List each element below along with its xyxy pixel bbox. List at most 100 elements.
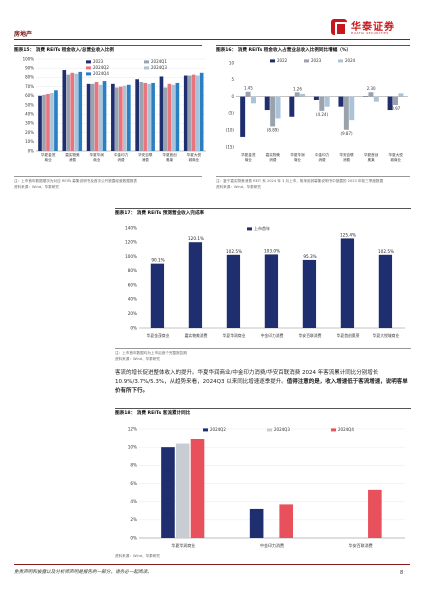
- fig16-bar: [324, 96, 330, 107]
- fig15-bar: [163, 87, 168, 151]
- fig17-bar: [340, 238, 355, 328]
- fig16-bar: [373, 96, 379, 102]
- fig18-category-label: 华安百联消费: [349, 542, 373, 548]
- fig18-bar: [175, 443, 190, 538]
- fig15-bar: [94, 82, 99, 151]
- fig16-bar: [275, 96, 281, 119]
- fig16-bar: [319, 96, 325, 111]
- fig15-bar: [187, 75, 192, 151]
- fig15-legend-swatch: [86, 60, 91, 64]
- fig15-category-label: 商业: [45, 157, 53, 162]
- fig18-ytick-label: 6%: [130, 481, 137, 486]
- fig18-bar: [279, 504, 293, 538]
- footer-rule: [14, 564, 410, 565]
- fig18-ytick-label: 8%: [130, 463, 137, 468]
- fig15-ytick-label: 40%: [25, 112, 34, 117]
- fig17-bar: [302, 259, 317, 328]
- fig16-svg: (15)(10)(5)0510华夏金茂商业嘉实物美消费华夏华润商业中金印力消费华…: [226, 58, 408, 162]
- fig15-bar: [90, 83, 95, 151]
- fig15-bar: [66, 74, 71, 151]
- fig18-bar: [368, 489, 382, 538]
- fig17-category-label: 华安百联消费: [299, 333, 322, 338]
- fig16-category-label: 商业: [245, 157, 253, 162]
- fig17-svg: 0% 20% 40% 60% 80% 100% 120% 140% 华夏金茂商业 嘉实物美消费 华夏…: [125, 225, 405, 338]
- fig15-bar: [175, 82, 180, 151]
- fig15-category-label: 消费: [142, 157, 150, 162]
- fig16-ytick-label: (15): [226, 144, 235, 149]
- fig17-ytick-label: 20%: [128, 311, 137, 316]
- fig17-data-label: 102.5%: [226, 249, 242, 254]
- section-tag: 房地产: [14, 31, 33, 38]
- fig18-top-rule: [115, 408, 411, 409]
- fig17-ytick-label: 40%: [128, 297, 137, 302]
- fig17-title: 图表17： 消费 REITs 预测营业收入完成率: [115, 211, 205, 216]
- fig16-bar: [245, 91, 251, 97]
- fig17-legend-swatch: [247, 227, 252, 231]
- fig15-ytick-label: 50%: [25, 102, 34, 107]
- fig18-ytick-label: 10%: [128, 444, 137, 449]
- footer-disclaimer: 免责声明和披露以及分析师声明是报告的一部分，请务必一起阅读。: [14, 570, 152, 575]
- fig17-ytick-label: 140%: [125, 225, 137, 230]
- fig18-legend-swatch: [331, 428, 336, 432]
- fig15-bar: [143, 82, 147, 151]
- fig16-legend-swatch: [338, 59, 343, 63]
- fig16-category-label: 商业: [294, 157, 302, 162]
- fig16-bar: [387, 96, 393, 111]
- fig15-bar: [171, 84, 176, 151]
- fig15-bar: [46, 93, 50, 151]
- fig18-ytick-label: 2%: [130, 517, 137, 522]
- fig15-category-label: 嘉实物美: [65, 152, 80, 157]
- fig18-legend-swatch: [267, 428, 272, 432]
- fig15-bottom-rule: [14, 176, 202, 177]
- fig15-legend-label: 2024Q3: [151, 65, 167, 70]
- fig16-category-label: 华夏首创: [364, 152, 379, 157]
- fig15-bar: [183, 75, 188, 151]
- fig18-ytick-label: 0%: [130, 535, 137, 540]
- fig15-bar: [115, 87, 119, 151]
- fig17-ytick-label: 0%: [130, 325, 137, 330]
- fig17-data-label: 125.4%: [340, 232, 356, 237]
- fig15-top-rule: [14, 45, 202, 46]
- fig15-ytick-label: 30%: [25, 121, 34, 126]
- fig16-category-label: 华夏金茂: [241, 152, 256, 157]
- fig15-legend-swatch: [144, 60, 149, 64]
- fig15-ytick-label: 100%: [23, 56, 35, 61]
- fig17-ytick-label: 80%: [128, 268, 137, 273]
- fig16-data-label: 1.26: [293, 86, 302, 91]
- fig17-category-label: 华夏华润商业: [223, 333, 246, 338]
- fig15-category-label: 华夏金茂: [41, 152, 56, 157]
- fig17-ytick-label: 120%: [125, 240, 137, 245]
- fig15-bar: [102, 81, 107, 151]
- fig17-category-label: 华夏大悦城商业: [373, 333, 400, 338]
- fig16-category-label: 消费: [343, 157, 351, 162]
- fig15-legend-label: 2024Q1: [151, 59, 167, 64]
- fig15-ytick-label: 80%: [25, 75, 34, 80]
- fig15-category-label: 消费: [117, 157, 125, 162]
- fig16-data-label: (9.87): [341, 131, 353, 136]
- fig16-data-label: (8.89): [267, 127, 279, 132]
- fig15-category-label: 中金印力: [114, 152, 129, 157]
- header-rule: [14, 39, 410, 40]
- para-text-bold: 值得注意的是，收入增速低于客流增速，说明客单价有所下行。: [115, 379, 408, 394]
- fig17-category-label: 华夏金茂商业: [147, 333, 170, 338]
- fig16-category-label: 华安百联: [339, 152, 354, 157]
- fig17-category-label: 华夏首创奥莱: [337, 333, 360, 338]
- fig17-bar: [150, 263, 165, 328]
- fig15-category-label: 奥莱: [166, 157, 174, 162]
- fig16-ytick-label: 0: [231, 94, 234, 99]
- fig15-bar: [199, 72, 204, 151]
- fig16-bar: [349, 96, 355, 121]
- fig16-bar: [338, 96, 344, 107]
- fig15-ytick-label: 0%: [28, 148, 35, 153]
- fig15-bar: [62, 70, 67, 151]
- fig15-ytick-label: 60%: [25, 93, 34, 98]
- fig16-category-label: 城商业: [390, 157, 401, 162]
- fig17-bar: [264, 254, 279, 328]
- fig16-ytick-label: 10: [229, 60, 235, 65]
- fig15-legend-swatch: [86, 66, 91, 70]
- page-number: 8: [400, 570, 404, 576]
- fig15-category-label: 城商业: [188, 157, 199, 162]
- fig15-bar: [126, 84, 131, 151]
- company-logo: 华泰证券 HUATAI SECURITIES: [331, 18, 413, 38]
- fig16-legend-label: 2023: [311, 58, 322, 63]
